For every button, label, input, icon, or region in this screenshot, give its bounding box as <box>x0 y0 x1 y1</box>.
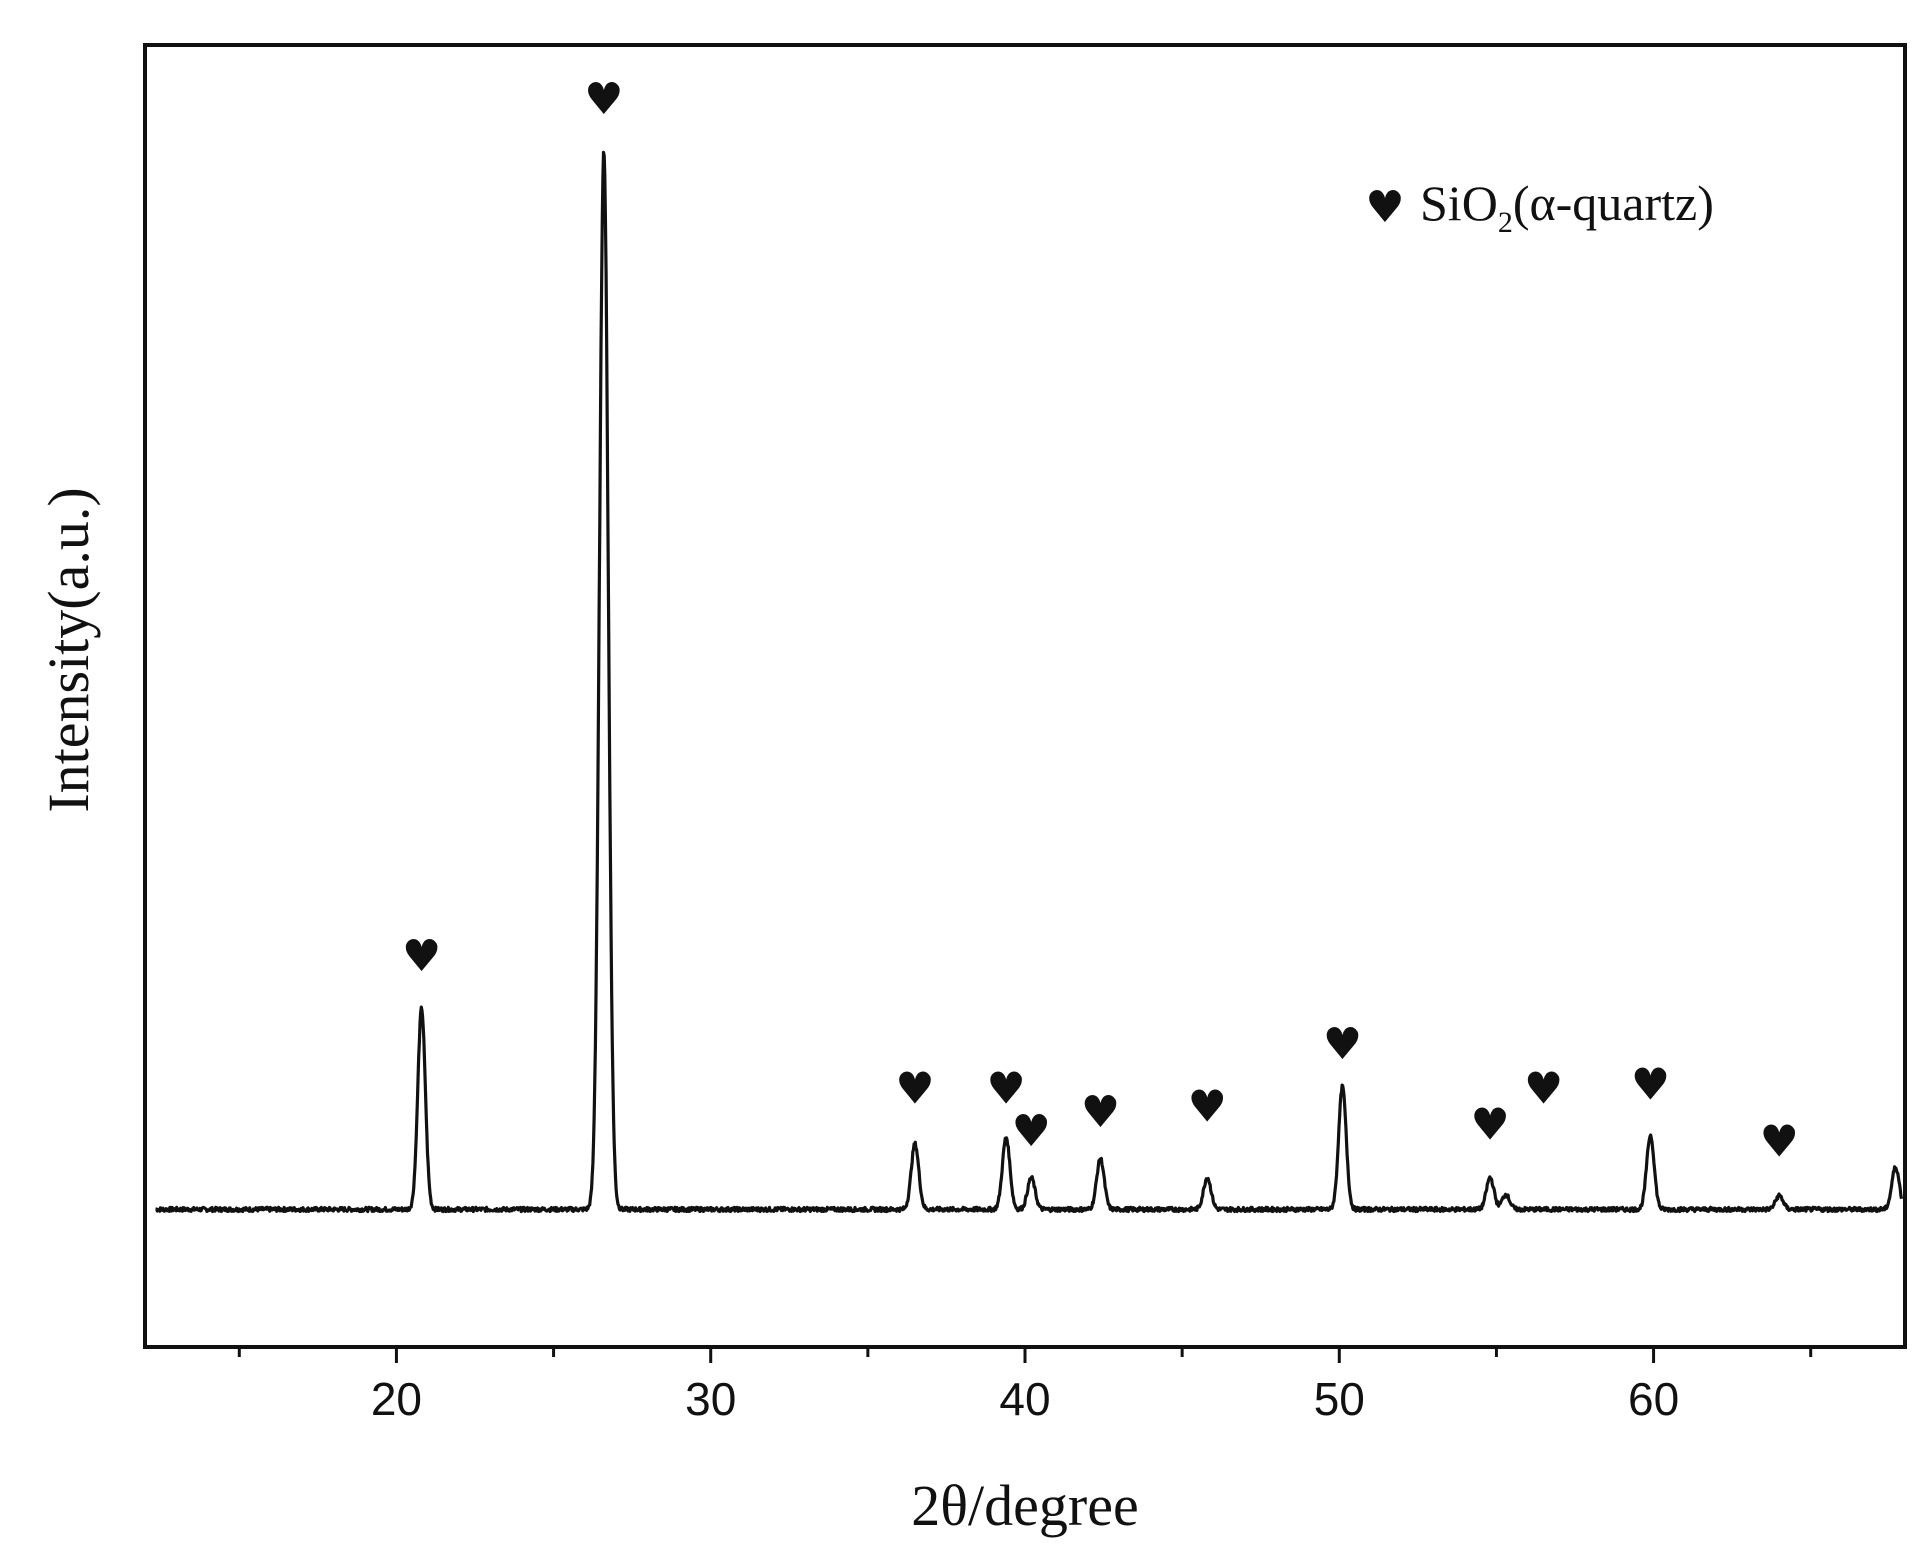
xrd-pattern-line <box>155 150 1904 1214</box>
peak-heart-icon: ♥ <box>895 1064 934 1115</box>
peak-heart-icon: ♥ <box>1081 1087 1120 1138</box>
peak-heart-icon: ♥ <box>1470 1100 1509 1151</box>
peak-heart-icon: ♥ <box>584 74 623 125</box>
peak-heart-icon: ♥ <box>1631 1059 1670 1110</box>
legend-phase: (α-quartz) <box>1513 175 1714 231</box>
legend: ♥ SiO2(α-quartz) <box>1365 175 1714 239</box>
x-axis-ticks <box>237 1347 1813 1363</box>
peak-heart-icon: ♥ <box>1760 1116 1799 1167</box>
peak-heart-icon: ♥ <box>1524 1064 1563 1115</box>
y-axis-title: Intensity(a.u.) <box>36 487 101 812</box>
x-axis-title: 2θ/degree <box>911 1473 1138 1538</box>
legend-label: SiO2(α-quartz) <box>1420 175 1714 239</box>
legend-subscript: 2 <box>1498 206 1513 239</box>
legend-formula: SiO <box>1420 175 1498 231</box>
x-tick-label: 30 <box>685 1373 736 1425</box>
legend-heart-icon: ♥ <box>1365 182 1404 233</box>
peak-heart-icon: ♥ <box>986 1064 1025 1115</box>
peak-heart-icon: ♥ <box>1012 1106 1051 1157</box>
x-tick-label: 20 <box>371 1373 422 1425</box>
peak-heart-icon: ♥ <box>402 931 441 982</box>
peak-heart-icon: ♥ <box>1188 1082 1227 1133</box>
peak-markers: ♥♥♥ ♥♥ ♥ ♥♥♥♥ ♥♥ <box>402 74 1799 1168</box>
x-tick-label: 60 <box>1628 1373 1679 1425</box>
peak-heart-icon: ♥ <box>1323 1019 1362 1070</box>
x-axis-tick-labels: 20 30 40 50 60 <box>371 1373 1679 1425</box>
x-tick-label: 40 <box>999 1373 1050 1425</box>
x-tick-label: 50 <box>1314 1373 1365 1425</box>
